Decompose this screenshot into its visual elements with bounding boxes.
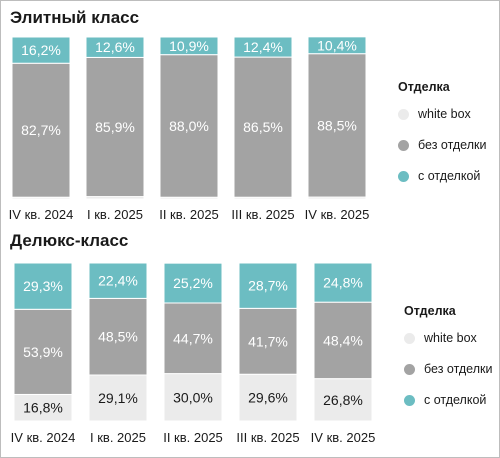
data-label-with-finish: 16,2% <box>21 42 61 58</box>
bar-segment-no-finish <box>11 62 71 198</box>
bar-segment-with-finish <box>159 36 219 56</box>
legend-dot-white-box <box>398 108 409 120</box>
legend-label: с отделкой <box>418 169 481 183</box>
chart-title-deluxe: Делюкс-класс <box>10 231 129 250</box>
data-label-white-box: 29,6% <box>248 390 288 406</box>
data-label-with-finish: 12,4% <box>243 39 283 55</box>
data-label-no-finish: 41,7% <box>248 333 288 349</box>
bar-segment-no-finish <box>163 302 223 375</box>
bar-segment-no-finish <box>88 297 148 376</box>
data-label-white-box: 29,1% <box>98 390 138 406</box>
data-label-with-finish: 22,4% <box>98 273 138 289</box>
legend-elite: Отделка white box без отделки с отделкой <box>398 80 486 200</box>
legend-deluxe: Отделка white box без отделки с отделкой <box>404 304 492 424</box>
data-label-no-finish: 48,5% <box>98 329 138 345</box>
data-label-no-finish: 88,0% <box>169 118 209 134</box>
bar-segment-with-finish <box>163 262 223 304</box>
legend-label: без отделки <box>424 362 493 376</box>
bar-segment-white-box <box>13 393 73 422</box>
category-label: I кв. 2025 <box>87 207 143 222</box>
bar-segment-white-box <box>313 378 373 422</box>
bar-segment-with-finish <box>233 36 293 58</box>
legend-label: без отделки <box>418 138 487 152</box>
category-label: IV кв. 2025 <box>305 207 370 222</box>
chart-deluxe: 16,8% 53,9% 29,3% IV кв. 2024 29,1% 48,5% 22,4… <box>11 262 376 445</box>
category-label: II кв. 2025 <box>163 430 223 445</box>
legend-title: Отделка <box>404 304 456 318</box>
bar-segment-with-finish <box>13 262 73 310</box>
data-label-with-finish: 25,2% <box>173 275 213 291</box>
legend-dot-no-finish <box>404 363 415 375</box>
data-label-no-finish: 86,5% <box>243 119 283 135</box>
bar-segment-no-finish <box>238 307 298 375</box>
bar-segment-white-box <box>88 374 148 422</box>
legend-label: с отделкой <box>424 393 487 407</box>
bar-segment-no-finish <box>313 301 373 380</box>
data-label-no-finish: 44,7% <box>173 330 213 346</box>
chart-elite: 1,1%82,7%16,2%IV кв. 20241,5%85,9%12,6%I… <box>9 36 370 222</box>
legend-label: white box <box>418 107 471 121</box>
category-label: IV кв. 2024 <box>9 207 74 222</box>
legend-dot-no-finish <box>398 139 409 151</box>
data-label-white-box: 16,8% <box>23 400 63 416</box>
bar-segment-with-finish <box>85 36 145 58</box>
bar-segment-white-box <box>163 373 223 422</box>
bar-segment-no-finish <box>233 56 293 198</box>
legend-item-white-box: white box <box>398 107 486 121</box>
data-label-with-finish: 24,8% <box>323 275 363 291</box>
data-label-with-finish: 12,6% <box>95 39 135 55</box>
bar-segment-with-finish <box>313 262 373 303</box>
data-label-no-finish: 53,9% <box>23 344 63 360</box>
bar-segment-with-finish <box>238 262 298 309</box>
data-label-with-finish: 28,7% <box>248 278 288 294</box>
legend-item-white-box: white box <box>404 331 492 345</box>
category-label: IV кв. 2025 <box>311 430 376 445</box>
category-label: I кв. 2025 <box>90 430 146 445</box>
legend-dot-with-finish <box>404 394 415 406</box>
data-label-no-finish: 82,7% <box>21 122 61 138</box>
data-label-no-finish: 48,4% <box>323 332 363 348</box>
legend-item-with-finish: с отделкой <box>398 169 486 183</box>
legend-dot-white-box <box>404 332 415 344</box>
category-label: III кв. 2025 <box>236 430 299 445</box>
legend-item-no-finish: без отделки <box>398 138 486 152</box>
legend-item-no-finish: без отделки <box>404 362 492 376</box>
data-label-with-finish: 10,4% <box>317 37 357 53</box>
data-label-white-box: 26,8% <box>323 392 363 408</box>
category-label: IV кв. 2024 <box>11 430 76 445</box>
bar-segment-no-finish <box>307 53 367 198</box>
data-label-white-box: 30,0% <box>173 389 213 405</box>
legend-dot-with-finish <box>398 170 409 182</box>
category-label: II кв. 2025 <box>159 207 219 222</box>
legend-label: white box <box>424 331 477 345</box>
bar-segment-with-finish <box>88 262 148 299</box>
data-label-no-finish: 88,5% <box>317 117 357 133</box>
data-label-with-finish: 10,9% <box>169 38 209 54</box>
chart-title-elite: Элитный класс <box>10 8 140 27</box>
category-label: III кв. 2025 <box>231 207 294 222</box>
data-label-no-finish: 85,9% <box>95 119 135 135</box>
data-label-with-finish: 29,3% <box>23 278 63 294</box>
legend-title: Отделка <box>398 80 450 94</box>
legend-item-with-finish: с отделкой <box>404 393 492 407</box>
bar-segment-with-finish <box>11 36 71 64</box>
bar-segment-with-finish <box>307 36 367 55</box>
